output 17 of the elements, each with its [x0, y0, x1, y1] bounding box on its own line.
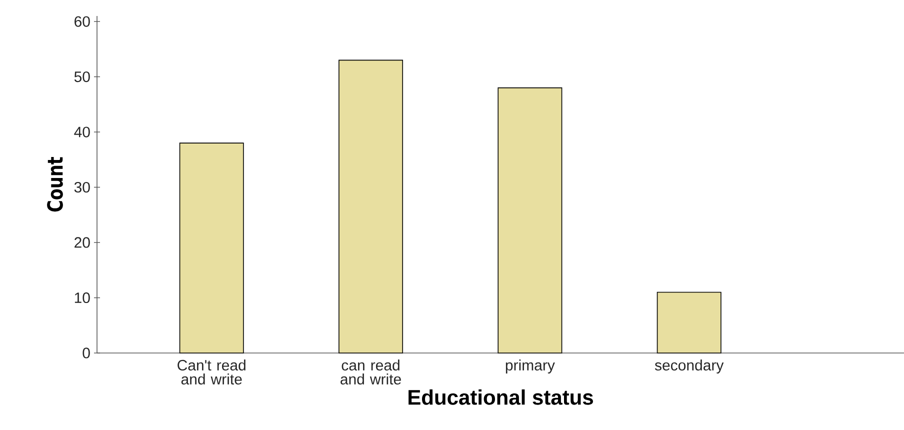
x-axis-title: Educational status — [408, 389, 593, 405]
bar — [179, 142, 244, 354]
y-tick-label: 20 — [74, 237, 90, 248]
y-tick-label: 60 — [74, 16, 90, 27]
x-tick-label: can read and write — [340, 360, 401, 385]
bar — [338, 60, 404, 354]
bar — [656, 292, 722, 354]
bar — [498, 87, 562, 354]
y-tick-label: 50 — [74, 71, 90, 82]
x-tick-label: primary — [506, 360, 555, 374]
y-axis-title: Count — [47, 156, 63, 212]
y-tick-label: 40 — [74, 126, 90, 138]
x-tick-label: secondary — [654, 360, 724, 374]
y-tick-label: 10 — [74, 292, 90, 304]
y-tick-label: 0 — [82, 348, 90, 358]
y-tick-label: 30 — [74, 182, 90, 193]
x-tick-label: Can't read and write — [178, 360, 246, 385]
